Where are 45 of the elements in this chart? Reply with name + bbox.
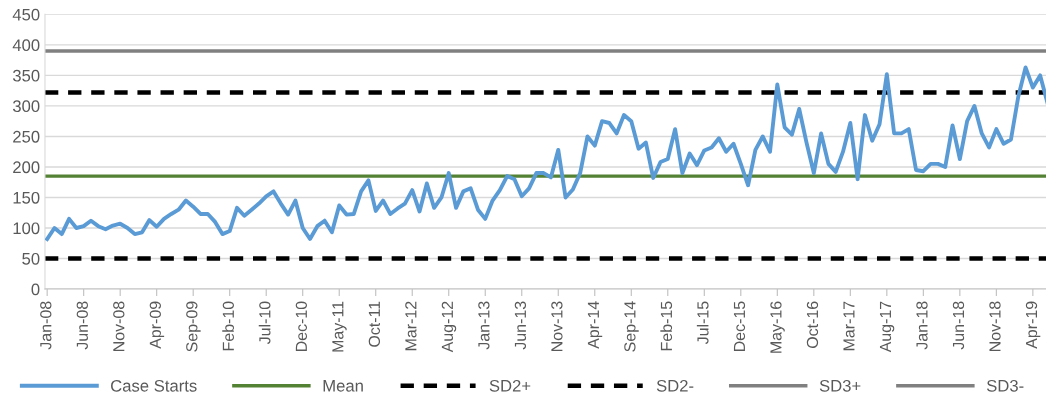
legend-label: Mean <box>323 380 363 392</box>
y-tick-label: 150 <box>13 191 40 204</box>
y-tick-label: 200 <box>13 161 40 174</box>
x-tick-label: Jun-18 <box>952 301 965 350</box>
x-tick-label: Dec-10 <box>295 301 308 352</box>
x-tick-label: Oct-11 <box>368 301 381 347</box>
y-tick-label: 50 <box>22 252 40 265</box>
x-tick-label: Sep-09 <box>186 301 201 352</box>
legend-label: SD2+ <box>489 379 531 392</box>
y-tick-label: 400 <box>12 39 40 52</box>
y-tick-label: 300 <box>12 100 40 113</box>
x-tick-label: Jul-15 <box>696 301 709 345</box>
x-tick-label: Sep-14 <box>624 301 639 352</box>
x-tick-label: Apr-14 <box>587 301 603 349</box>
text: SD3- <box>986 379 1024 392</box>
y-tick-label: 450 <box>12 8 40 21</box>
x-tick-label: Aug-12 <box>441 301 457 353</box>
x-tick-label: Apr-09 <box>149 301 165 349</box>
x-tick-label: May-16 <box>770 301 785 353</box>
x-tick-label: Jan-08 <box>40 301 52 350</box>
x-tick-label: Oct-16 <box>806 301 819 349</box>
x-tick-label: Feb-15 <box>660 301 673 351</box>
x-tick-label: Mar-12 <box>405 301 417 351</box>
x-tick-label: Jun-08 <box>76 301 88 350</box>
x-tick-label: Feb-10 <box>222 301 234 351</box>
x-tick-label: Nov-18 <box>989 301 1001 352</box>
x-tick-label: Jul-10 <box>258 301 271 345</box>
x-tick-label: May-11 <box>332 301 347 352</box>
x-tick-label: Apr-19 <box>1025 301 1041 349</box>
legend-label: SD2- <box>656 379 694 392</box>
x-tick-label: Jan-13 <box>478 301 490 350</box>
y-tick-label: 250 <box>13 130 40 143</box>
legend-label: Case Starts <box>111 379 197 392</box>
x-tick-label: Nov-13 <box>551 301 563 352</box>
y-tick-label: 100 <box>13 222 40 235</box>
y-tick-label: 0 <box>31 283 40 296</box>
x-tick-label: Nov-08 <box>113 301 125 352</box>
legend-label: SD3+ <box>819 379 861 392</box>
x-tick-label: Mar-17 <box>843 301 855 351</box>
x-tick-label: Dec-15 <box>733 301 746 352</box>
x-tick-label: Jan-18 <box>916 301 928 350</box>
x-tick-label: Aug-17 <box>879 301 895 353</box>
x-tick-label: Jun-13 <box>514 301 527 350</box>
y-tick-label: 350 <box>12 69 40 82</box>
line-series <box>45 65 1046 241</box>
